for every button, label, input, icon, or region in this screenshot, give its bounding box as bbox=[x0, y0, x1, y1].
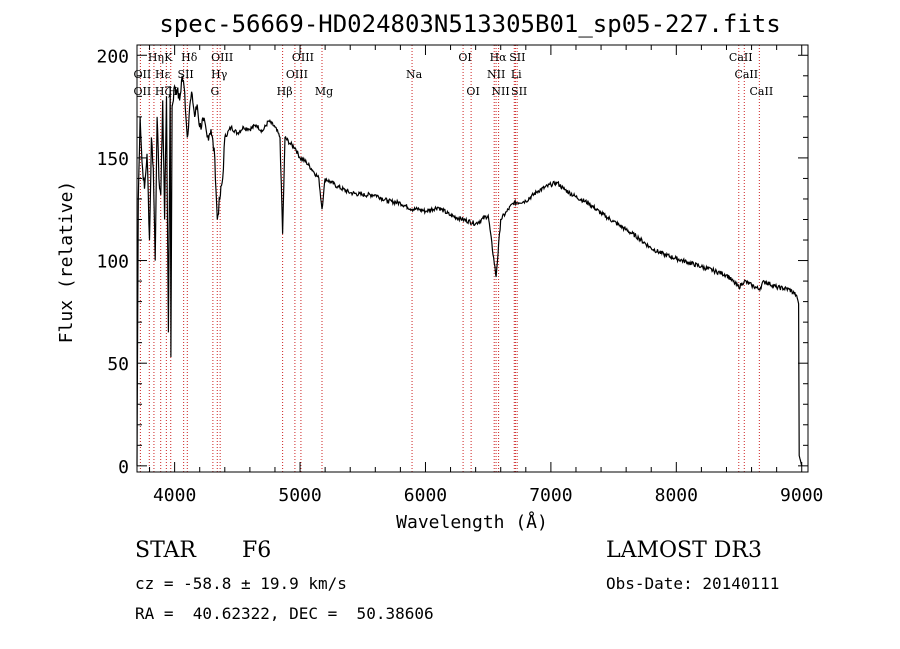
marker-label-6: CaII bbox=[729, 51, 753, 64]
y-axis-label: Flux (relative) bbox=[56, 181, 77, 344]
y-tick-label: 150 bbox=[96, 149, 129, 170]
marker-label-7: Hη bbox=[148, 51, 164, 64]
marker-label-22: Hβ bbox=[277, 85, 293, 98]
marker-label-24: OI bbox=[466, 85, 479, 98]
marker-label-10: Hε bbox=[155, 68, 171, 81]
marker-label-12: Hγ bbox=[211, 68, 228, 81]
marker-label-13: OIII bbox=[286, 68, 308, 81]
plot-frame bbox=[136, 44, 809, 473]
marker-label-2: OIII bbox=[292, 51, 314, 64]
x-tick-label: 6000 bbox=[404, 485, 447, 506]
flux-series-line bbox=[136, 75, 803, 466]
marker-label-9: OII bbox=[134, 68, 152, 81]
marker-label-17: CaII bbox=[734, 68, 758, 81]
marker-label-26: SII bbox=[511, 85, 527, 98]
survey-name: LAMOST DR3 bbox=[606, 538, 762, 563]
axis-ticks bbox=[137, 45, 808, 472]
marker-label-4: Hα bbox=[490, 51, 508, 64]
y-tick-label: 100 bbox=[96, 252, 129, 273]
x-tick-label: 8000 bbox=[655, 485, 698, 506]
y-tick-label: 200 bbox=[96, 46, 129, 67]
marker-label-21: G bbox=[210, 85, 219, 98]
marker-label-3: OI bbox=[458, 51, 471, 64]
axis-tick-labels: 4000 5000 6000 7000 8000 9000 0 50 100 150 200 bbox=[96, 46, 823, 506]
marker-label-19: Hζ bbox=[155, 85, 171, 98]
y-tick-label: 0 bbox=[118, 457, 129, 478]
redshift-cz: cz = -58.8 ± 19.9 km/s bbox=[135, 574, 347, 593]
object-class: STAR bbox=[135, 538, 196, 563]
x-axis-label: Wavelength (Å) bbox=[396, 511, 548, 533]
obs-date: Obs-Date: 20140111 bbox=[606, 574, 780, 593]
marker-label-14: Na bbox=[406, 68, 423, 81]
coordinates: RA = 40.62322, DEC = 50.38606 bbox=[135, 604, 434, 623]
marker-label-27: CaII bbox=[750, 85, 774, 98]
marker-label-16: Li bbox=[511, 68, 522, 81]
line-markers bbox=[139, 45, 760, 472]
object-subclass: F6 bbox=[242, 538, 272, 563]
marker-label-11: SII bbox=[178, 68, 194, 81]
marker-label-1: OIII bbox=[211, 51, 233, 64]
marker-label-18: OII bbox=[134, 85, 152, 98]
marker-label-0: Hδ bbox=[181, 51, 198, 64]
y-tick-label: 50 bbox=[107, 354, 129, 375]
marker-label-8: K bbox=[164, 51, 173, 64]
marker-label-15: NII bbox=[487, 68, 505, 81]
x-tick-label: 4000 bbox=[153, 485, 196, 506]
x-tick-label: 9000 bbox=[780, 485, 823, 506]
marker-label-20: H bbox=[168, 85, 178, 98]
chart-title: spec-56669-HD024803N513305B01_sp05-227.f… bbox=[159, 10, 780, 38]
marker-label-5: SII bbox=[509, 51, 525, 64]
marker-label-25: NII bbox=[491, 85, 509, 98]
x-tick-label: 7000 bbox=[529, 485, 572, 506]
x-tick-label: 5000 bbox=[278, 485, 321, 506]
marker-label-23: Mg bbox=[315, 85, 333, 98]
